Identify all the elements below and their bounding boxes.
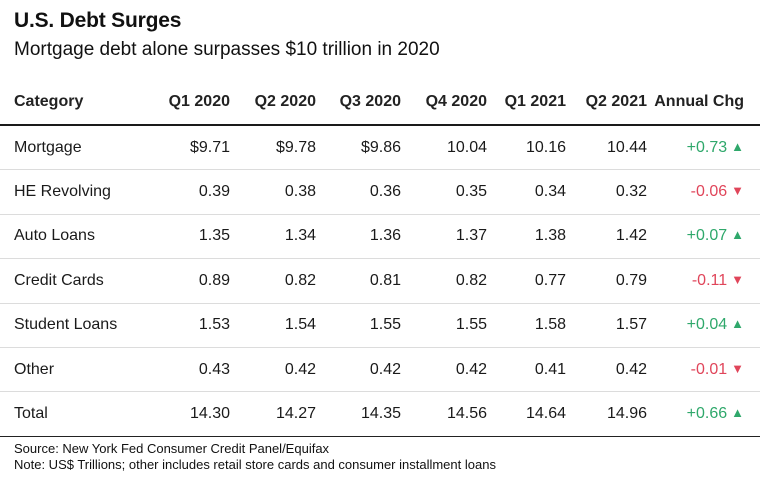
debt-table: Category Q1 2020 Q2 2020 Q3 2020 Q4 2020…	[0, 80, 760, 437]
table-cell: 10.16	[487, 125, 566, 171]
row-label: Total	[0, 391, 144, 437]
table-cell: $9.78	[230, 125, 316, 171]
units-note: Note: US$ Trillions; other includes reta…	[14, 457, 496, 472]
column-header-q2-2021: Q2 2021	[566, 80, 647, 126]
triangle-down-icon: ▼	[731, 271, 744, 287]
triangle-up-icon: ▲	[731, 405, 744, 421]
table-cell: 0.82	[230, 258, 316, 304]
table-cell: 1.57	[566, 303, 647, 348]
annual-change-cell: +0.73 ▲	[647, 125, 760, 171]
annual-change-cell: -0.06 ▼	[647, 169, 760, 215]
annual-change-cell: +0.66 ▲	[647, 391, 760, 437]
table-cell: 1.36	[316, 214, 401, 260]
change-value: +0.07	[686, 227, 728, 245]
chart-footer: Source: New York Fed Consumer Credit Pan…	[14, 441, 496, 473]
table-cell: 0.41	[487, 347, 566, 393]
table-cell: 1.38	[487, 214, 566, 260]
table-cell: 1.35	[144, 214, 230, 260]
row-label: Student Loans	[0, 303, 144, 348]
row-label: Auto Loans	[0, 214, 144, 260]
table-cell: 0.42	[566, 347, 647, 393]
table-body: Mortgage $9.71 $9.78 $9.86 10.04 10.16 10.44 +0…	[0, 125, 760, 437]
change-value: +0.66	[686, 405, 728, 423]
triangle-up-icon: ▲	[731, 227, 744, 243]
annual-change-cell: -0.11 ▼	[647, 258, 760, 304]
table-cell: 0.42	[230, 347, 316, 393]
table-cell: 0.82	[401, 258, 487, 304]
table-cell: 1.53	[144, 303, 230, 348]
table-cell: 0.32	[566, 169, 647, 215]
column-header-q1-2020: Q1 2020	[144, 80, 230, 126]
triangle-up-icon: ▲	[731, 316, 744, 332]
table-cell: 14.96	[566, 391, 647, 437]
table-cell: 1.34	[230, 214, 316, 260]
change-value: -0.01	[690, 360, 728, 378]
table-row-mortgage: Mortgage $9.71 $9.78 $9.86 10.04 10.16 10.44 +0…	[0, 125, 760, 171]
table-cell: 14.35	[316, 391, 401, 437]
change-value: +0.04	[686, 316, 728, 334]
annual-change-cell: +0.07 ▲	[647, 214, 760, 260]
table-row-auto-loans: Auto Loans 1.35 1.34 1.36 1.37 1.38 1.42 +0.07 ▲	[0, 214, 760, 260]
annual-change-cell: +0.04 ▲	[647, 303, 760, 348]
chart-title: U.S. Debt Surges	[14, 9, 182, 32]
row-label: Credit Cards	[0, 258, 144, 304]
change-value: +0.73	[686, 138, 728, 156]
change-value: -0.06	[690, 183, 728, 201]
table-cell: 0.42	[401, 347, 487, 393]
source-note: Source: New York Fed Consumer Credit Pan…	[14, 441, 330, 456]
table-cell: $9.86	[316, 125, 401, 171]
table-row-he-revolving: HE Revolving 0.39 0.38 0.36 0.35 0.34 0.32 -0.0…	[0, 169, 760, 215]
table-cell: 0.39	[144, 169, 230, 215]
table-cell: 14.27	[230, 391, 316, 437]
triangle-down-icon: ▼	[731, 360, 744, 376]
column-header-q3-2020: Q3 2020	[316, 80, 401, 126]
table-cell: 1.42	[566, 214, 647, 260]
table-cell: 1.58	[487, 303, 566, 348]
annual-change-cell: -0.01 ▼	[647, 347, 760, 393]
table-row-student-loans: Student Loans 1.53 1.54 1.55 1.55 1.58 1.57 +0.…	[0, 303, 760, 348]
triangle-down-icon: ▼	[731, 183, 744, 199]
table-row-credit-cards: Credit Cards 0.89 0.82 0.81 0.82 0.77 0.79 -0.1…	[0, 258, 760, 304]
table-cell: 0.43	[144, 347, 230, 393]
table-cell: 1.54	[230, 303, 316, 348]
header-row: Category Q1 2020 Q2 2020 Q3 2020 Q4 2020…	[0, 80, 760, 126]
column-header-q4-2020: Q4 2020	[401, 80, 487, 126]
table-cell: 14.64	[487, 391, 566, 437]
table-cell: 0.81	[316, 258, 401, 304]
table-cell: 0.77	[487, 258, 566, 304]
column-header-q2-2020: Q2 2020	[230, 80, 316, 126]
table-cell: 0.35	[401, 169, 487, 215]
table-cell: 0.34	[487, 169, 566, 215]
column-header-category: Category	[0, 80, 144, 126]
table-cell: 0.42	[316, 347, 401, 393]
row-label: Mortgage	[0, 125, 144, 171]
column-header-q1-2021: Q1 2021	[487, 80, 566, 126]
row-label: Other	[0, 347, 144, 393]
table-cell: 1.55	[316, 303, 401, 348]
table-cell: $9.71	[144, 125, 230, 171]
table-cell: 0.36	[316, 169, 401, 215]
table-cell: 1.55	[401, 303, 487, 348]
change-value: -0.11	[691, 271, 728, 289]
chart-subtitle: Mortgage debt alone surpasses $10 trilli…	[14, 39, 440, 60]
table-cell: 1.37	[401, 214, 487, 260]
table-cell: 0.79	[566, 258, 647, 304]
table-cell: 0.38	[230, 169, 316, 215]
triangle-up-icon: ▲	[731, 138, 744, 154]
table-cell: 14.56	[401, 391, 487, 437]
table-cell: 0.89	[144, 258, 230, 304]
table-row-other: Other 0.43 0.42 0.42 0.42 0.41 0.42 -0.01 ▼	[0, 347, 760, 393]
row-label: HE Revolving	[0, 169, 144, 215]
table-cell: 10.44	[566, 125, 647, 171]
table-cell: 14.30	[144, 391, 230, 437]
column-header-annual-chg: Annual Chg	[647, 80, 760, 126]
table-cell: 10.04	[401, 125, 487, 171]
table-row-total: Total 14.30 14.27 14.35 14.56 14.64 14.96 +0.66…	[0, 391, 760, 437]
